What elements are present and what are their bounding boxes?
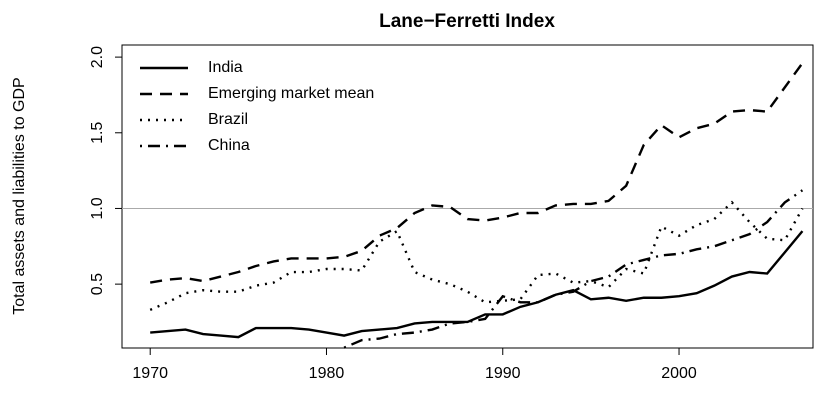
y-tick-label: 1.5	[89, 122, 106, 144]
line-series	[149, 200, 804, 311]
x-tick-label: 2000	[661, 365, 697, 382]
y-tick-label: 0.5	[89, 273, 106, 295]
x-tick-label: 1970	[132, 365, 168, 382]
legend-label: Brazil	[208, 111, 248, 128]
x-tick-label: 1980	[309, 365, 345, 382]
legend-label: Emerging market mean	[208, 85, 374, 102]
legend-label: China	[208, 137, 250, 154]
line-series	[343, 189, 804, 349]
y-tick-label: 2.0	[89, 46, 106, 68]
y-tick-label: 1.0	[89, 197, 106, 219]
chart-title: Lane−Ferretti Index	[379, 11, 555, 32]
line-series	[149, 62, 804, 284]
legend-label: India	[208, 59, 243, 76]
y-axis-label: Total assets and liabilities to GDP	[11, 77, 28, 314]
x-tick-label: 1990	[485, 365, 521, 382]
line-series	[150, 230, 804, 339]
plot-frame	[121, 44, 814, 349]
